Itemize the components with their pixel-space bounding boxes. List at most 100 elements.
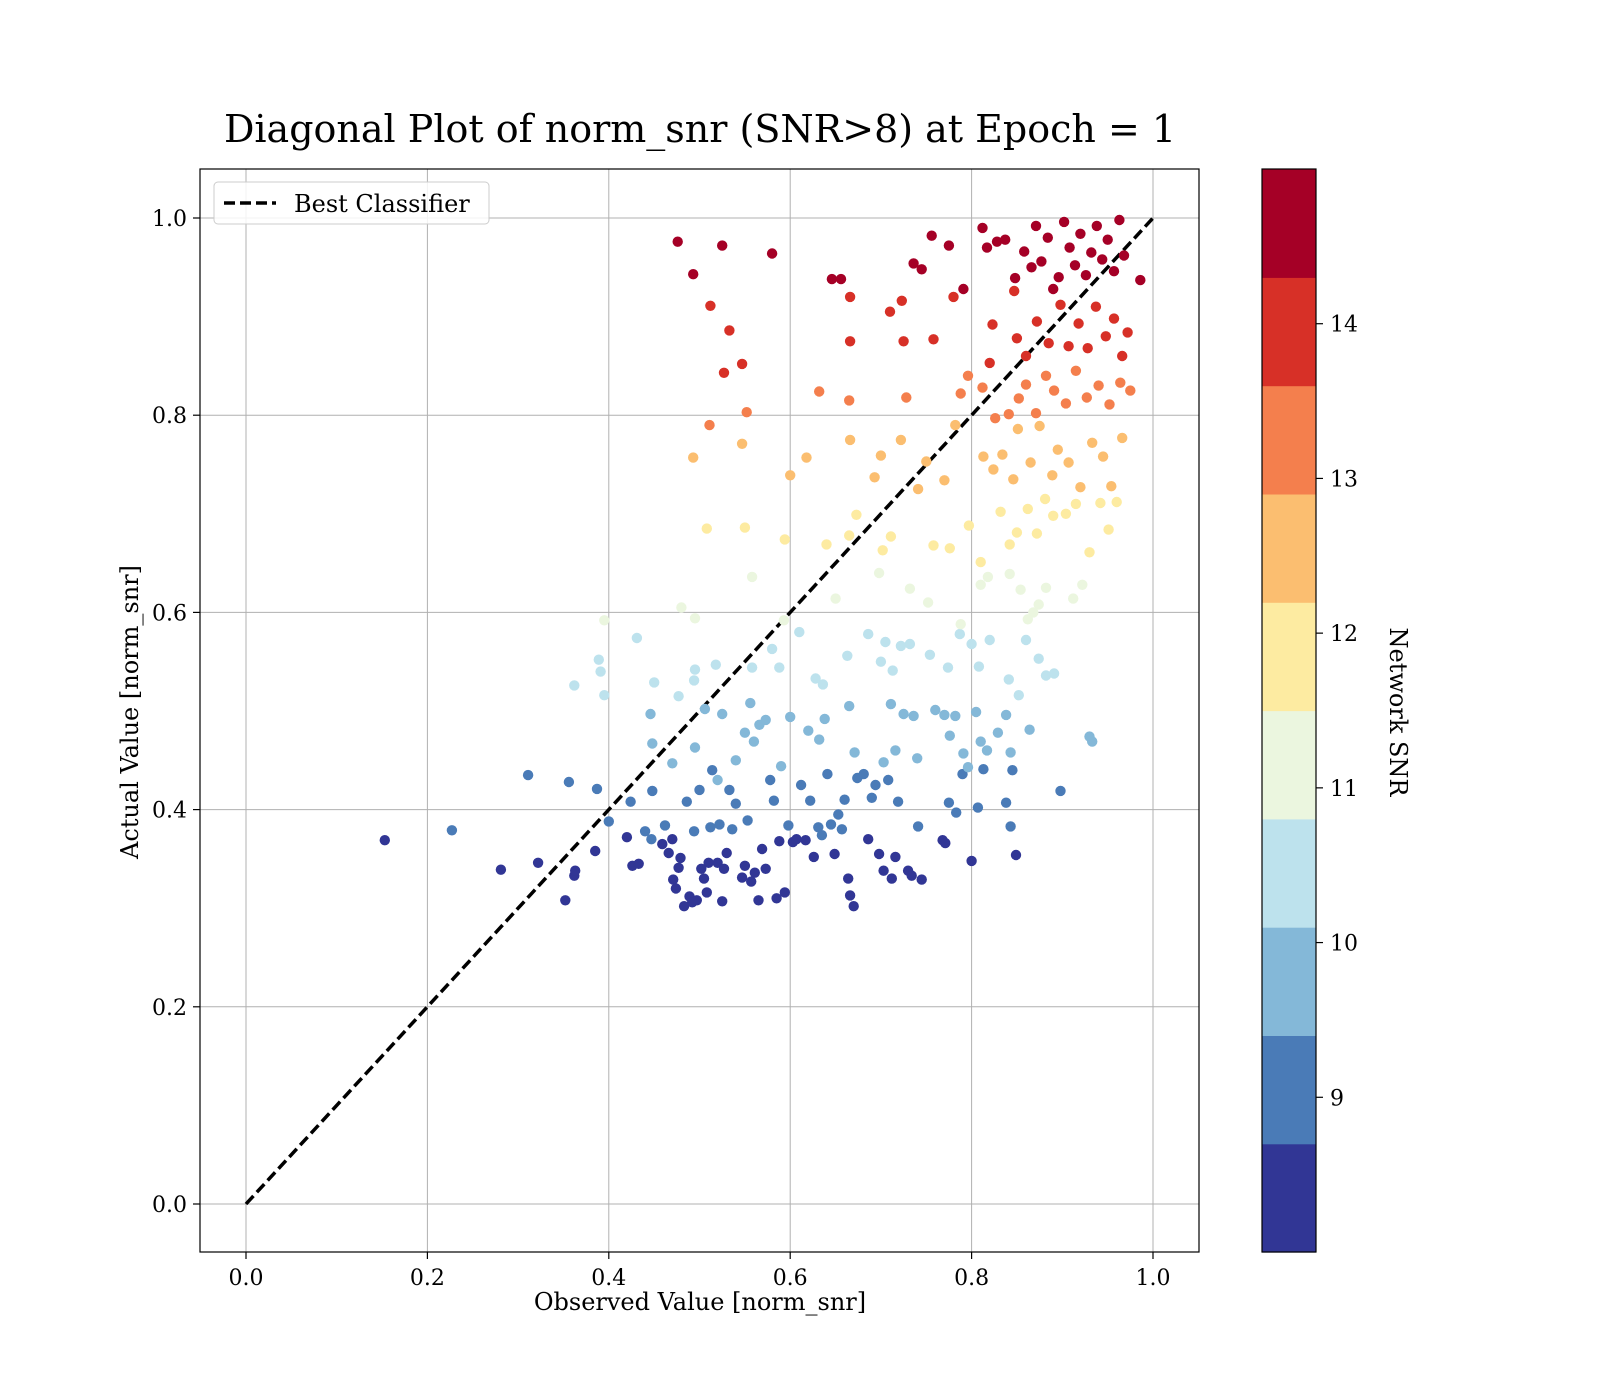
legend: Best Classifier xyxy=(213,181,490,225)
data-point xyxy=(688,826,700,837)
data-point xyxy=(924,649,936,660)
data-point xyxy=(621,832,633,843)
data-point xyxy=(981,242,993,253)
colorbar-segment xyxy=(1262,1035,1316,1145)
data-point xyxy=(785,470,796,481)
data-point xyxy=(694,784,705,796)
data-point xyxy=(878,865,889,876)
data-point xyxy=(817,679,829,690)
data-point xyxy=(779,887,790,898)
data-point xyxy=(944,730,955,741)
colorbar-segment xyxy=(1262,927,1316,1036)
data-point xyxy=(727,824,738,835)
data-point xyxy=(657,838,668,850)
data-point xyxy=(1091,220,1103,232)
data-point xyxy=(906,870,917,881)
data-point xyxy=(883,774,894,786)
legend-box xyxy=(213,181,490,225)
data-point xyxy=(839,794,850,805)
data-point xyxy=(948,291,959,303)
data-point xyxy=(803,725,814,736)
data-point xyxy=(1003,409,1014,420)
data-point xyxy=(942,662,954,673)
data-point xyxy=(966,855,977,867)
data-point xyxy=(647,785,658,797)
data-point xyxy=(970,706,982,718)
data-point xyxy=(714,819,725,830)
data-point xyxy=(928,334,939,345)
data-point xyxy=(858,768,869,780)
data-point xyxy=(724,784,735,796)
data-point xyxy=(975,556,986,568)
data-point xyxy=(795,779,807,791)
data-point xyxy=(730,798,741,809)
data-point xyxy=(988,464,999,475)
data-point xyxy=(1034,420,1045,432)
data-point xyxy=(1043,338,1054,349)
data-point xyxy=(908,258,919,269)
data-point xyxy=(1087,437,1098,448)
data-point xyxy=(1033,653,1044,664)
data-point xyxy=(954,628,965,640)
data-point xyxy=(844,890,856,901)
legend-label: Best Classifier xyxy=(294,190,470,218)
data-point xyxy=(1020,350,1032,362)
data-point xyxy=(667,834,678,845)
data-point xyxy=(1081,392,1093,403)
data-point xyxy=(835,273,847,285)
y-axis-label: Actual Value [norm_snr] xyxy=(116,565,144,860)
data-point xyxy=(673,862,684,873)
data-point xyxy=(1084,547,1095,558)
data-point xyxy=(844,291,856,303)
data-point xyxy=(704,419,715,431)
data-point xyxy=(958,283,969,295)
data-point xyxy=(739,522,751,533)
colorbar-tick-label: 10 xyxy=(1330,932,1358,957)
data-point xyxy=(710,659,721,670)
data-point xyxy=(1060,398,1072,409)
colorbar-segment xyxy=(1262,385,1316,495)
data-point xyxy=(1013,393,1024,404)
data-point xyxy=(599,690,610,701)
data-point xyxy=(1018,246,1030,257)
data-point xyxy=(446,825,458,836)
data-point xyxy=(599,615,610,626)
data-point xyxy=(898,336,909,347)
data-point xyxy=(822,768,833,780)
data-point xyxy=(646,834,657,845)
data-point xyxy=(928,540,939,551)
data-point xyxy=(1004,539,1015,550)
data-point xyxy=(1080,270,1092,281)
colorbar: 9 10 11 12 13 14 xyxy=(1261,168,1358,1253)
data-point xyxy=(739,860,751,871)
data-point xyxy=(825,819,837,830)
data-point xyxy=(766,643,778,655)
data-point xyxy=(717,708,728,720)
data-point xyxy=(1075,482,1086,493)
data-point xyxy=(639,826,651,837)
data-point xyxy=(774,836,785,847)
data-point xyxy=(785,711,796,723)
data-point xyxy=(603,816,614,827)
data-point xyxy=(1031,528,1043,539)
data-point xyxy=(1031,316,1043,327)
data-point xyxy=(1102,234,1113,245)
data-point xyxy=(718,367,730,378)
data-point xyxy=(1024,724,1035,735)
x-tick-label: 0.0 xyxy=(229,1266,264,1291)
data-point xyxy=(833,809,844,820)
x-tick-label: 0.4 xyxy=(591,1266,626,1291)
colorbar-segment xyxy=(1262,818,1316,928)
data-point xyxy=(766,248,778,259)
data-point xyxy=(995,506,1006,517)
data-point xyxy=(675,852,686,864)
data-point xyxy=(886,873,897,884)
data-point xyxy=(885,531,897,542)
data-point xyxy=(749,867,760,878)
data-point xyxy=(844,434,856,446)
data-point xyxy=(760,863,771,874)
data-point xyxy=(1000,709,1012,721)
data-point xyxy=(880,636,891,648)
data-point xyxy=(667,758,678,769)
data-point xyxy=(775,761,787,772)
